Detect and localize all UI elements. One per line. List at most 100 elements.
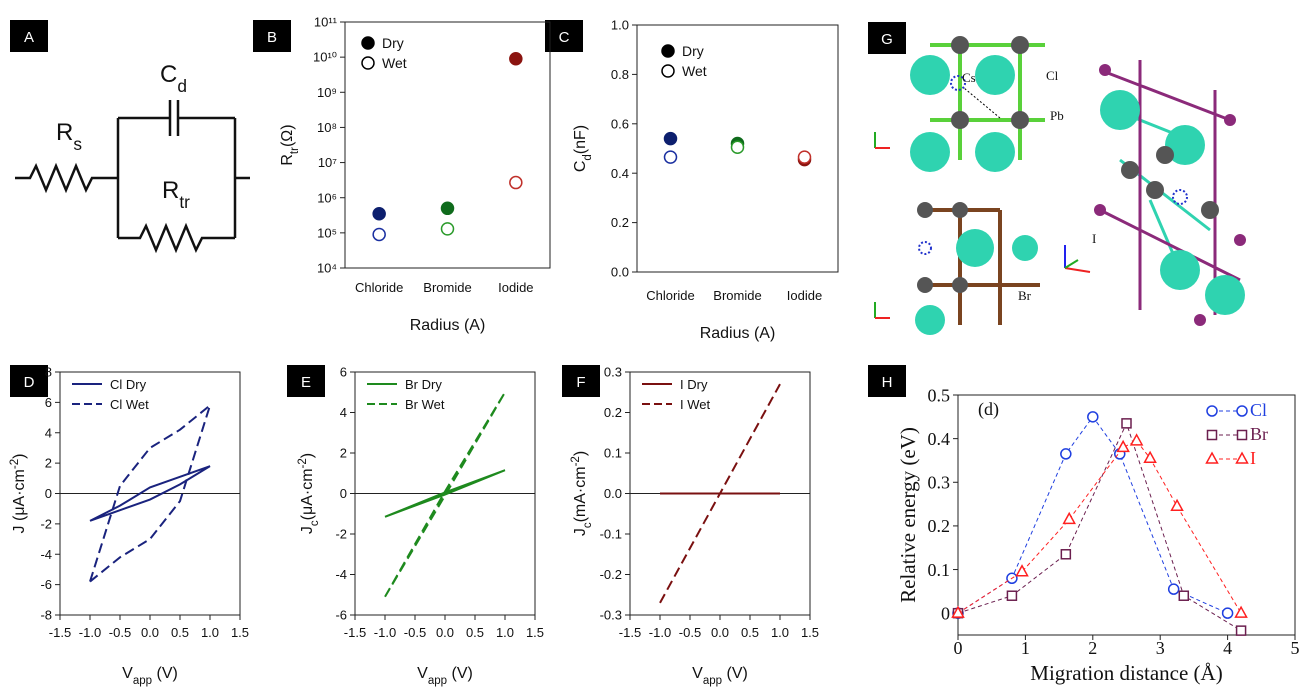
y-axis-label: Relative energy (eV) [896,427,920,603]
y-tick-label: 0.8 [611,67,629,82]
legend-marker [1207,453,1218,463]
y-tick-label: 0 [340,486,347,501]
x-tick-label: Chloride [646,288,694,303]
legend-label: Wet [382,55,407,71]
atom-pb [1156,146,1174,164]
y-tick-label: 10⁵ [317,225,337,240]
x-tick-label: 3 [1156,638,1165,658]
atom-pb [1011,36,1029,54]
x-axis-label: Radius (A) [410,317,486,334]
x-tick-label: -1.5 [619,625,641,640]
atom-pb [952,202,968,218]
data-line [958,417,1228,613]
label-part: V [692,665,703,682]
label-part: C [160,61,177,88]
y-tick-label: 8 [45,365,52,380]
x-tick-label: 4 [1223,638,1232,658]
label-superscript: -2 [9,459,21,469]
x-tick-label: 1.0 [201,625,219,640]
x-axis-label: Vapp (V) [417,665,473,687]
legend-marker [362,37,374,49]
data-point [732,141,744,153]
y-tick-label: 0.6 [611,116,629,131]
data-point [373,228,385,240]
y-axis-label: Cd(nF) [572,125,594,172]
x-tick-label: 0.0 [141,625,159,640]
y-tick-label: 10⁷ [318,155,337,170]
data-point [665,133,677,145]
y-tick-label: 6 [45,395,52,410]
x-tick-label: Chloride [355,280,403,295]
marker [1061,449,1071,459]
x-tick-label: Iodide [498,280,533,295]
x-tick-label: Bromide [423,280,471,295]
figure: ABCDEFGHRsCdRtrCsClPbBrI10⁴10⁵10⁶10⁷10⁸1… [0,0,1309,689]
x-tick-label: Bromide [713,288,761,303]
y-tick-label: -4 [40,547,52,562]
label-part: Radius (A) [410,317,486,334]
x-tick-label: 0 [954,638,963,658]
y-tick-label: 0.1 [928,560,951,580]
atom-i [1224,114,1236,126]
atom-pb [951,36,969,54]
atom-cs [956,229,994,267]
y-tick-label: 6 [340,365,347,380]
atom-label: Cs [962,70,976,85]
label-part: (V) [152,665,178,682]
atom-cs [1012,235,1038,261]
label-part: (Ω) [279,124,296,147]
atom-pb [917,277,933,293]
y-tick-label: -2 [40,516,52,531]
marker [1223,608,1233,618]
y-axis-label: Jc(mA·cm-2) [570,451,594,536]
y-tick-label: 4 [45,425,52,440]
marker [1088,412,1098,422]
x-tick-label: -0.5 [679,625,701,640]
y-tick-label: -0.3 [600,608,622,623]
label-part: R [279,154,296,166]
x-tick-label: 1.0 [771,625,789,640]
label-part: ) [572,451,589,456]
x-tick-label: 0.5 [171,625,189,640]
legend-marker [1207,406,1217,416]
x-axis-label: Vapp (V) [122,665,178,687]
chart-panel: -6-4-20246-1.5-1.0-0.50.00.51.01.5Vapp (… [297,365,544,687]
label-subscript: s [73,134,82,154]
label-part: (V) [722,665,748,682]
y-tick-label: -6 [335,608,347,623]
y-tick-label: 0 [941,603,950,623]
x-tick-label: 1.5 [801,625,819,640]
circuit-wires [15,100,250,250]
atom-cs [1160,250,1200,290]
marker [1131,435,1142,445]
data-point [665,151,677,163]
atom-cs [915,305,945,335]
legend-label: Cl Wet [110,397,149,412]
x-tick-label: Iodide [787,288,822,303]
label-part: (mA·cm [572,466,589,522]
data-point [442,223,454,235]
label-part: Radius (A) [700,325,776,342]
y-tick-label: 0.0 [604,486,622,501]
data-point [373,208,385,220]
atom-i [1094,204,1106,216]
atom-pb [1201,201,1219,219]
y-tick-label: 1.0 [611,18,629,33]
legend-label: Dry [682,43,704,59]
annotation: (d) [978,399,999,420]
x-tick-label: 0.0 [711,625,729,640]
marker [1017,566,1028,576]
atom-pb [1011,111,1029,129]
y-tick-label: 10⁴ [317,261,337,276]
y-tick-label: -8 [40,608,52,623]
x-tick-label: 5 [1291,638,1300,658]
label-superscript: -2 [297,458,309,468]
atom-i [1234,234,1246,246]
marker [1236,607,1247,617]
label-part: (nF) [572,125,589,154]
data-point [510,177,522,189]
atom-label: Pb [1050,108,1064,123]
x-tick-label: -1.5 [49,625,71,640]
y-tick-label: 0.2 [611,215,629,230]
y-tick-label: 2 [340,446,347,461]
